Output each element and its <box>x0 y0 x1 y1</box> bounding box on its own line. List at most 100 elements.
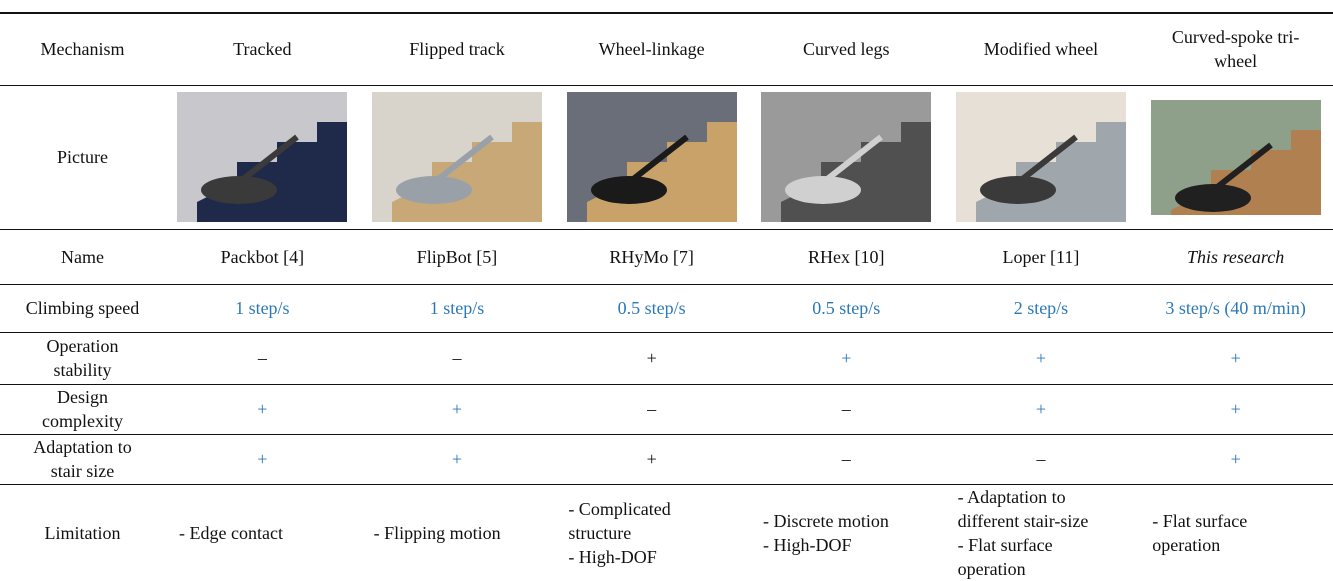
table-cell: – <box>359 331 555 384</box>
row-label: Limitation <box>0 483 165 581</box>
cell-text: + <box>257 399 268 419</box>
cell-text: 1 step/s <box>235 298 290 318</box>
cell-text: – <box>841 399 851 419</box>
limitation-item: - High-DOF <box>762 534 852 555</box>
cell-text: 0.5 step/s <box>812 298 881 318</box>
table-wrap: Mechanism Tracked Flipped track Wheel-linka… <box>0 12 1333 581</box>
limitation-item: - Discrete motion <box>762 510 889 531</box>
table-cell: 3 step/s (40 m/min) <box>1138 283 1333 332</box>
table-cell: + <box>1138 383 1333 434</box>
header-text: Tracked <box>233 39 292 60</box>
robot-photo <box>177 92 348 222</box>
cell-text: + <box>1230 449 1241 469</box>
table-cell: + <box>359 383 555 434</box>
cell-text: Loper [11] <box>1002 246 1080 267</box>
robot-photo <box>955 92 1126 222</box>
cell-text: + <box>841 348 852 368</box>
robot-photo <box>761 92 932 222</box>
table-cell: FlipBot [5] <box>359 228 555 284</box>
cell-text: RHex [10] <box>808 246 885 267</box>
cell-text: + <box>1230 348 1241 368</box>
header-cell: Curved legs <box>748 12 944 85</box>
table-cell: + <box>359 433 555 484</box>
limitation-item: - Flat surface operation <box>1152 510 1248 555</box>
header-cell: Tracked <box>165 12 360 85</box>
cell-text: This research <box>1187 246 1285 267</box>
header-text: Mechanism <box>40 39 125 60</box>
picture-row: Picture <box>0 84 1333 229</box>
header-cell: Flipped track <box>359 12 555 85</box>
robot-photo <box>371 92 542 222</box>
table-cell: - Discrete motion - High-DOF <box>748 483 944 581</box>
data-row: Climbing speed 1 step/s 1 step/s 0.5 step/s… <box>0 283 1333 332</box>
table-cell: RHyMo [7] <box>554 228 749 284</box>
limitation-item: - Edge contact <box>179 522 283 543</box>
limitation-item: - Flipping motion <box>373 522 501 543</box>
cell-text: + <box>1035 399 1047 419</box>
data-row: Limitation - Edge contact - Flipping motio… <box>0 483 1333 581</box>
table-cell: This research <box>1138 228 1333 284</box>
cell-text: + <box>451 399 463 419</box>
limitation-item: - Flat surface operation <box>957 534 1053 579</box>
table-cell: + <box>1138 433 1333 484</box>
picture-cell <box>554 84 749 229</box>
table-cell: - Adaptation to different stair-size - Fl… <box>943 483 1139 581</box>
header-cell: Curved-spoke tri-wheel <box>1138 12 1333 85</box>
header-text: Wheel-linkage <box>598 39 705 60</box>
table-cell: - Flat surface operation <box>1138 483 1333 581</box>
cell-text: – <box>647 399 657 419</box>
header-text: Curved-spoke tri-wheel <box>1171 27 1300 72</box>
cell-text: + <box>451 449 463 469</box>
cell-text: + <box>646 348 657 368</box>
robot-photo <box>1150 99 1321 215</box>
cell-text: – <box>1036 449 1046 469</box>
row-label: Design complexity <box>0 383 165 434</box>
table-cell: + <box>554 433 749 484</box>
cell-text: + <box>1035 348 1047 368</box>
table-cell: - Complicated structure - High-DOF <box>554 483 749 581</box>
table-cell: 0.5 step/s <box>554 283 749 332</box>
cell-text: + <box>1230 399 1241 419</box>
row-label-text: Climbing speed <box>25 298 140 318</box>
table-cell: 1 step/s <box>165 283 360 332</box>
row-label-text: Adaptation to stair size <box>33 437 132 481</box>
table-cell: – <box>943 433 1139 484</box>
table-cell: – <box>554 383 749 434</box>
table-cell: + <box>1138 331 1333 384</box>
table-cell: - Edge contact <box>165 483 360 581</box>
table-cell: 0.5 step/s <box>748 283 944 332</box>
table-cell: – <box>748 433 944 484</box>
table-cell: + <box>748 331 944 384</box>
table-cell: – <box>748 383 944 434</box>
data-row: Operation stability – – + + + + <box>0 331 1333 384</box>
table-cell: - Flipping motion <box>359 483 555 581</box>
limitation-item: - Adaptation to different stair-size <box>957 486 1089 531</box>
row-label: Name <box>0 228 165 284</box>
table-cell: RHex [10] <box>748 228 944 284</box>
cell-text: – <box>452 348 462 368</box>
table-cell: + <box>165 433 360 484</box>
limitation-item: - Complicated structure <box>568 498 671 543</box>
table-cell: Loper [11] <box>943 228 1139 284</box>
header-text: Modified wheel <box>983 39 1099 60</box>
table-cell: + <box>165 383 360 434</box>
picture-cell <box>943 84 1139 229</box>
cell-text: RHyMo [7] <box>609 246 694 267</box>
row-label: Picture <box>0 84 165 229</box>
cell-text: – <box>257 348 267 368</box>
table-cell: 1 step/s <box>359 283 555 332</box>
picture-cell <box>1138 84 1333 229</box>
header-text: Curved legs <box>803 39 890 60</box>
comparison-table: Mechanism Tracked Flipped track Wheel-linka… <box>0 12 1333 581</box>
picture-cell <box>165 84 360 229</box>
cell-text: + <box>646 449 657 469</box>
data-row: Adaptation to stair size + + + – – + <box>0 433 1333 484</box>
header-cell: Modified wheel <box>943 12 1139 85</box>
table-cell: + <box>943 331 1139 384</box>
row-label-text: Picture <box>57 147 108 167</box>
row-label-text: Limitation <box>44 522 121 543</box>
cell-text: Packbot [4] <box>220 246 305 267</box>
table-cell: – <box>165 331 360 384</box>
row-label: Adaptation to stair size <box>0 433 165 484</box>
